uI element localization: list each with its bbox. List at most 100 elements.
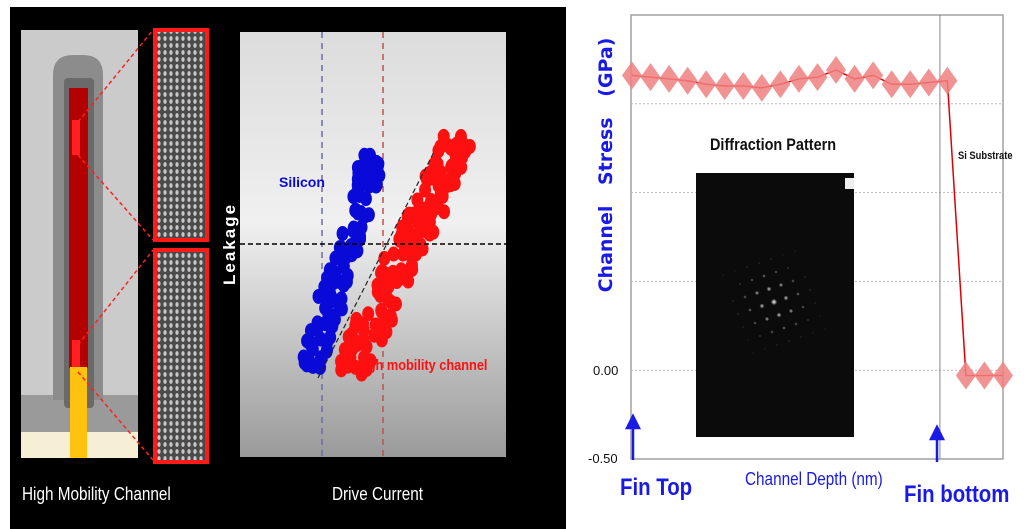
x-axis-label-channel-depth: Channel Depth (nm) bbox=[745, 469, 883, 489]
diffraction-spot bbox=[732, 300, 734, 302]
diffraction-spot bbox=[722, 274, 724, 276]
high-mobility-data-point bbox=[340, 345, 353, 361]
diffraction-spot bbox=[783, 295, 789, 301]
diffraction-spot bbox=[778, 282, 784, 288]
y-tick-0: 0.00 bbox=[593, 363, 619, 378]
diffraction-spot bbox=[770, 258, 772, 260]
high-mobility-data-point bbox=[400, 217, 413, 233]
silicon-data-point bbox=[336, 226, 349, 242]
high-mobility-data-point bbox=[350, 311, 363, 327]
diffraction-spot bbox=[808, 288, 812, 292]
silicon-data-point bbox=[350, 226, 363, 242]
diffraction-spot bbox=[764, 348, 766, 350]
diffraction-spot bbox=[757, 261, 761, 265]
diffraction-spot bbox=[734, 270, 736, 272]
stress-data-point bbox=[900, 70, 921, 99]
y-tick-neg-0-5: -0.50 bbox=[588, 451, 618, 466]
stress-data-point bbox=[974, 361, 995, 390]
silicon-data-point bbox=[304, 337, 317, 353]
diffraction-spot bbox=[812, 332, 814, 334]
diffraction-spot bbox=[727, 287, 729, 289]
high-mobility-data-point bbox=[387, 246, 400, 262]
diffraction-spot bbox=[806, 318, 810, 322]
diffraction-spot bbox=[764, 316, 770, 322]
diffraction-spot bbox=[801, 305, 805, 309]
fin-bottom-arrow-icon bbox=[928, 424, 946, 462]
high-mobility-data-point bbox=[450, 154, 463, 170]
diffraction-spot bbox=[754, 290, 760, 296]
high-mobility-data-point bbox=[345, 330, 358, 346]
silicon-data-point bbox=[362, 207, 375, 223]
stress-data-point bbox=[714, 72, 735, 101]
high-mobility-data-point bbox=[385, 312, 398, 328]
high-mobility-data-point bbox=[405, 239, 418, 255]
diffraction-spot bbox=[814, 302, 816, 304]
high-mobility-data-point bbox=[420, 218, 433, 234]
stress-data-point bbox=[844, 64, 865, 93]
silicon-data-point bbox=[335, 291, 348, 307]
diffraction-spot bbox=[794, 250, 796, 252]
diffraction-spot bbox=[799, 263, 801, 265]
high-mobility-data-point bbox=[393, 232, 406, 248]
diffraction-spot bbox=[758, 334, 762, 338]
caption-high-mobility-channel: High Mobility Channel bbox=[22, 484, 171, 504]
diffraction-spot bbox=[804, 276, 806, 278]
high-mobility-data-point bbox=[425, 206, 438, 222]
diffraction-spot bbox=[776, 312, 782, 318]
high-mobility-data-point bbox=[454, 128, 467, 144]
high-mobility-data-point bbox=[335, 362, 348, 378]
diffraction-spot bbox=[774, 270, 778, 274]
high-mobility-data-point bbox=[380, 324, 393, 340]
stress-data-point bbox=[733, 72, 754, 101]
stress-markers bbox=[622, 56, 1013, 390]
diffraction-spot bbox=[736, 312, 740, 316]
diffraction-spot bbox=[800, 336, 802, 338]
diffraction-spot bbox=[770, 298, 778, 306]
stress-data-point bbox=[770, 70, 791, 99]
fin-top-arrow-icon bbox=[624, 413, 642, 460]
diffraction-spot bbox=[746, 266, 748, 268]
fin-cross-section-diagram bbox=[21, 29, 154, 461]
silicon-data-point bbox=[370, 154, 383, 170]
annotation-si-substrate: Si Substrate bbox=[958, 150, 1013, 162]
diffraction-spot bbox=[762, 274, 766, 278]
stress-data-point bbox=[937, 66, 958, 95]
diffraction-spot bbox=[782, 254, 784, 256]
high-mobility-data-point bbox=[378, 250, 391, 266]
silicon-data-point bbox=[318, 279, 331, 295]
stress-data-point bbox=[659, 64, 680, 93]
high-mobility-data-point bbox=[434, 186, 447, 202]
high-mobility-data-point bbox=[429, 154, 442, 170]
stress-data-point bbox=[640, 63, 661, 92]
image-scale-box bbox=[845, 178, 854, 189]
silicon-data-point bbox=[341, 268, 354, 284]
diffraction-spot bbox=[782, 326, 786, 330]
silicon-data-point bbox=[297, 349, 310, 365]
silicon-data-point bbox=[349, 202, 362, 218]
series-label-silicon: Silicon bbox=[279, 174, 325, 190]
diffraction-spot bbox=[788, 308, 794, 314]
tem-image-top bbox=[153, 28, 209, 242]
high-mobility-data-point bbox=[395, 262, 408, 278]
stress-data-point bbox=[788, 64, 809, 93]
tem-image-bottom bbox=[153, 248, 209, 464]
stress-data-point bbox=[826, 56, 847, 85]
diffraction-spot bbox=[794, 322, 798, 326]
high-mobility-data-point bbox=[443, 172, 456, 188]
diffraction-spot bbox=[752, 352, 754, 354]
diffraction-spot bbox=[747, 339, 749, 341]
scatter-points bbox=[297, 128, 476, 382]
stress-data-point bbox=[751, 73, 772, 102]
diffraction-spot bbox=[743, 295, 747, 299]
silicon-data-point bbox=[370, 166, 383, 182]
stress-data-point bbox=[918, 68, 939, 97]
x-axis-label-drive-current: Drive Current bbox=[332, 484, 423, 504]
silicon-data-point bbox=[324, 329, 337, 345]
stress-data-point bbox=[993, 361, 1013, 390]
stress-data-point bbox=[863, 61, 884, 90]
diffraction-spot bbox=[791, 279, 795, 283]
diffraction-spot bbox=[738, 282, 742, 286]
diffraction-spot bbox=[759, 303, 765, 309]
